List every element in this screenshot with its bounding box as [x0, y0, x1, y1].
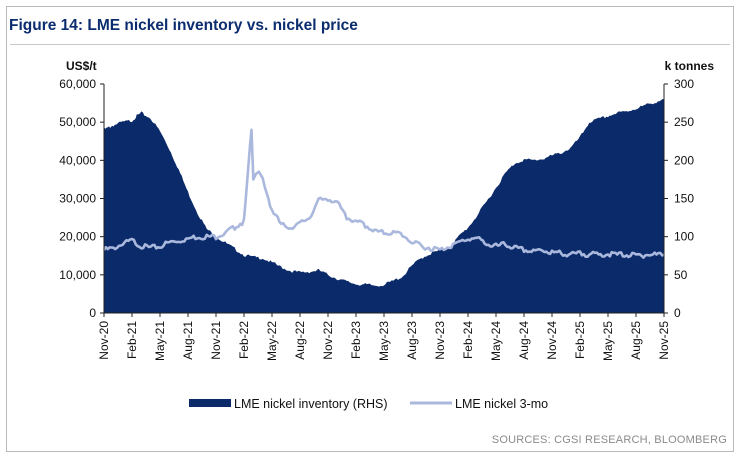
- x-tick-label: Feb-25: [573, 321, 587, 359]
- x-tick-label: Nov-21: [209, 321, 223, 360]
- y-left-tick-label: 0: [89, 306, 96, 320]
- legend-label-price: LME nickel 3-mo: [455, 397, 548, 411]
- series-area-inventory: [104, 99, 664, 313]
- axes: 0 10,000 20,000 30,000 40,000 50,000 60,000 0 50…: [59, 77, 694, 361]
- legend-swatch-inventory: [189, 399, 231, 407]
- y-left-tick-label: 60,000: [59, 77, 96, 91]
- source-note: SOURCES: CGSI RESEARCH, BLOOMBERG: [491, 434, 727, 446]
- y-axis-right-label: k tonnes: [665, 59, 715, 73]
- y-right-tick-label: 100: [674, 230, 694, 244]
- y-left-tick-label: 30,000: [59, 192, 96, 206]
- x-tick-label: May-24: [489, 321, 503, 361]
- y-left-tick-label: 50,000: [59, 115, 96, 129]
- x-tick-label: Nov-25: [657, 321, 671, 360]
- series-line-price: [102, 128, 665, 259]
- x-tick-label: May-25: [601, 321, 615, 361]
- x-tick-label: Nov-20: [97, 321, 111, 360]
- x-tick-label: Aug-24: [517, 321, 531, 360]
- x-tick-label: Nov-22: [321, 321, 335, 360]
- y-left-tick-label: 40,000: [59, 153, 96, 167]
- plot-area: [102, 99, 665, 313]
- y-right-tick-label: 200: [674, 153, 694, 167]
- legend: LME nickel inventory (RHS) LME nickel 3-…: [189, 397, 548, 411]
- x-tick-label: Aug-22: [293, 321, 307, 360]
- x-tick-label: Feb-23: [349, 321, 363, 359]
- x-tick-label: May-21: [153, 321, 167, 361]
- x-tick-label: Nov-23: [433, 321, 447, 360]
- x-tick-label: May-23: [377, 321, 391, 361]
- x-tick-label: Feb-21: [125, 321, 139, 359]
- x-tick-label: Aug-21: [181, 321, 195, 360]
- x-tick-label: Aug-23: [405, 321, 419, 360]
- x-tick-label: Aug-25: [629, 321, 643, 360]
- x-tick-label: Feb-22: [237, 321, 251, 359]
- legend-label-inventory: LME nickel inventory (RHS): [234, 397, 388, 411]
- figure-title: Figure 14: LME nickel inventory vs. nick…: [9, 17, 358, 34]
- y-right-tick-label: 150: [674, 192, 694, 206]
- x-tick-label: Nov-24: [545, 321, 559, 360]
- x-tick-label: May-22: [265, 321, 279, 361]
- y-left-tick-label: 20,000: [59, 230, 96, 244]
- title-divider: [10, 44, 730, 45]
- y-axis-left-label: US$/t: [66, 59, 97, 73]
- y-right-tick-label: 50: [674, 268, 688, 282]
- y-right-tick-label: 250: [674, 115, 694, 129]
- x-tick-label: Feb-24: [461, 321, 475, 359]
- y-right-tick-label: 0: [674, 306, 681, 320]
- y-left-tick-label: 10,000: [59, 268, 96, 282]
- y-right-tick-label: 300: [674, 77, 694, 91]
